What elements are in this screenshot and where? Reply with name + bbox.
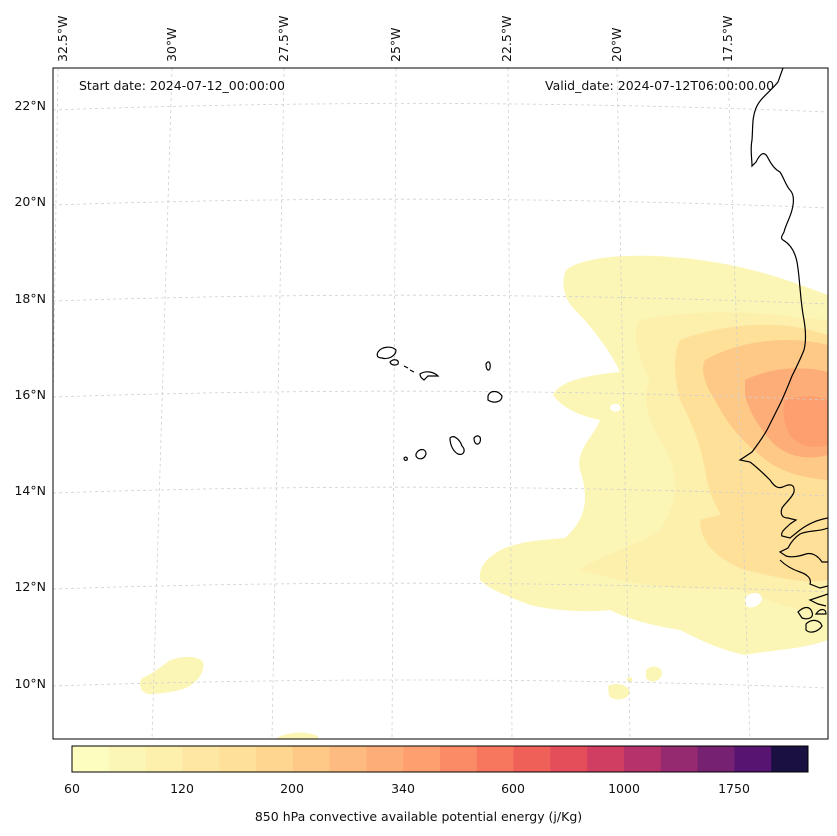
meridian-30w — [151, 68, 173, 739]
island-maio — [473, 435, 482, 445]
island-santa-luzia — [403, 365, 409, 369]
island-brava — [403, 456, 408, 461]
parallel-22n — [53, 103, 828, 113]
meridian-20w — [616, 68, 631, 739]
parallel-10n — [53, 679, 828, 689]
island-santiago — [449, 436, 465, 455]
island-sao-vicente — [389, 359, 399, 366]
meridian-17-5w — [727, 68, 751, 739]
colorbar-tick-600: 600 — [501, 781, 525, 796]
meridian-27-5w — [271, 68, 285, 739]
colorbar-tick-120: 120 — [170, 781, 194, 796]
colorbar-tick-1750: 1750 — [718, 781, 750, 796]
parallel-14n — [53, 486, 828, 497]
africa-coastline — [738, 68, 828, 633]
island-sal — [485, 361, 491, 371]
lon-label-17-5w: 17.5°W — [720, 15, 735, 62]
lon-label-25w: 25°W — [388, 27, 403, 62]
parallel-18n — [53, 294, 828, 305]
lon-label-27-5w: 27.5°W — [276, 15, 291, 62]
cape-region-south — [700, 512, 828, 582]
island-santo-antao — [376, 346, 397, 360]
lat-label-18n: 18°N — [14, 291, 46, 306]
lat-label-22n: 22°N — [14, 98, 46, 113]
lat-label-10n: 10°N — [14, 676, 46, 691]
colorbar-tick-200: 200 — [280, 781, 304, 796]
graticule — [53, 68, 828, 739]
meridian-22-5w — [507, 68, 513, 739]
cape-field — [140, 255, 828, 739]
lon-label-20w: 20°W — [609, 27, 624, 62]
parallel-16n — [53, 390, 828, 401]
cape-patch-west — [140, 656, 204, 694]
colorbar-title: 850 hPa convective available potential e… — [254, 809, 583, 824]
parallel-12n — [53, 582, 828, 593]
lon-label-30w: 30°W — [164, 27, 179, 62]
start-date-label: Start date: 2024-07-12_00:00:00 — [79, 78, 285, 93]
lon-label-32-5w: 32.5°W — [55, 15, 70, 62]
cape-patch-small-1 — [608, 684, 630, 700]
cape-patch-south — [275, 732, 318, 739]
island-boa-vista — [487, 390, 503, 403]
cape-gap-2 — [745, 592, 762, 608]
lon-label-22-5w: 22.5°W — [499, 15, 514, 62]
lat-label-16n: 16°N — [14, 387, 46, 402]
colorbar-tick-340: 340 — [391, 781, 415, 796]
lat-label-14n: 14°N — [14, 483, 46, 498]
meridian-25w — [391, 68, 397, 739]
lat-label-20n: 20°N — [14, 194, 46, 209]
lat-label-12n: 12°N — [14, 579, 46, 594]
colorbar-tick-1000: 1000 — [608, 781, 640, 796]
map-frame — [52, 67, 829, 740]
island-sao-nicolau — [409, 369, 440, 381]
valid-date-label: Valid_date: 2024-07-12T06:00:00.00 — [545, 78, 775, 93]
colorbar-tick-60: 60 — [64, 781, 80, 796]
cape-region-340 — [783, 396, 828, 447]
coastlines — [376, 68, 828, 633]
cape-patch-small-3 — [626, 677, 633, 683]
cape-gap-1 — [610, 403, 621, 412]
island-fogo — [415, 448, 427, 460]
cape-patch-small-2 — [646, 666, 662, 682]
parallel-20n — [53, 198, 828, 209]
